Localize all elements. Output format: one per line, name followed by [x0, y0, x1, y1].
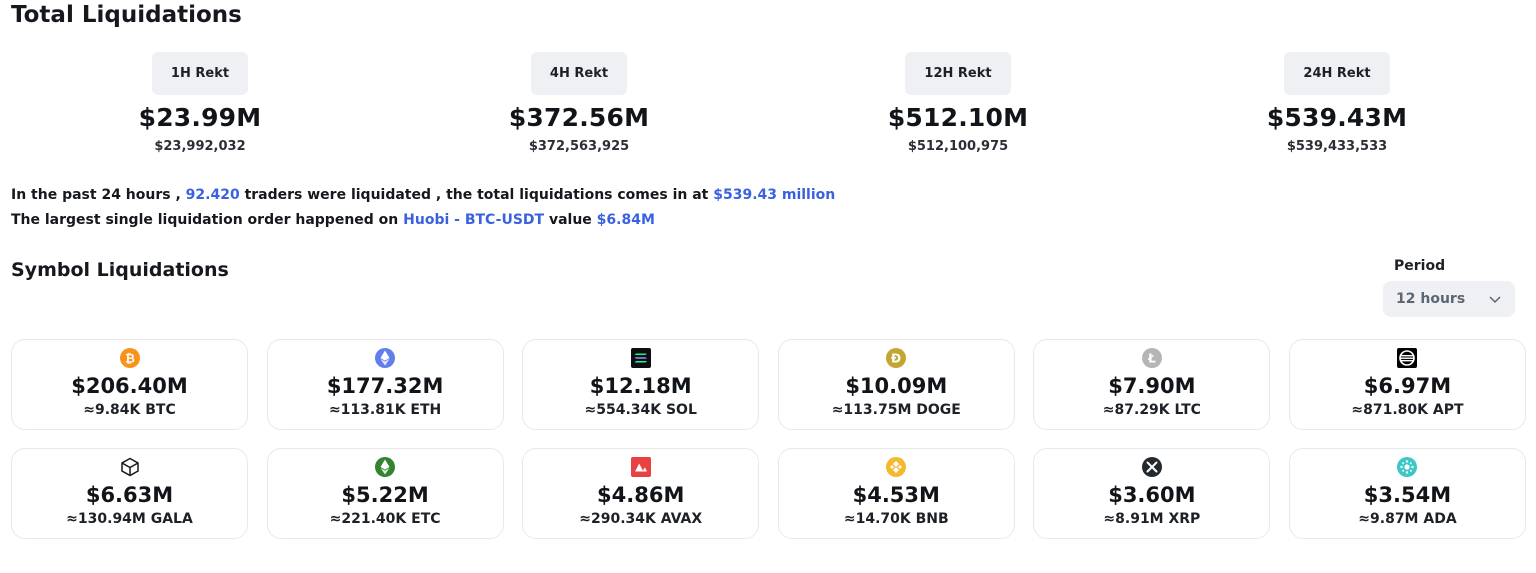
symbol-quantity: ≈290.34K AVAX	[579, 511, 703, 527]
litecoin-icon: Ł	[1141, 347, 1163, 369]
summary-text: The largest single liquidation order hap…	[11, 212, 404, 228]
symbol-amount: $7.90M	[1108, 374, 1196, 398]
rekt-exact-amount: $512,100,975	[907, 139, 1009, 154]
symbol-quantity: ≈14.70K BNB	[843, 511, 949, 527]
symbol-card-avax[interactable]: $4.86M ≈290.34K AVAX	[522, 448, 760, 539]
symbol-amount: $5.22M	[341, 483, 429, 507]
rekt-amount: $372.56M	[508, 103, 650, 132]
symbol-quantity: ≈9.87M ADA	[1358, 511, 1457, 527]
ethereum-classic-icon	[374, 456, 396, 478]
symbol-amount: $6.63M	[85, 483, 174, 507]
symbol-amount: $177.32M	[326, 374, 444, 398]
svg-text:Ł: Ł	[1147, 352, 1156, 366]
symbol-card-bnb[interactable]: $4.53M ≈14.70K BNB	[777, 448, 1015, 539]
rekt-exact-amount: $372,563,925	[528, 139, 630, 154]
symbol-quantity: ≈87.29K LTC	[1102, 402, 1201, 418]
rekt-exact-amount: $539,433,533	[1286, 139, 1388, 154]
symbol-amount: $206.40M	[71, 374, 188, 398]
period-select-value: 12 hours	[1396, 291, 1466, 307]
svg-text:Ð: Ð	[891, 352, 901, 366]
bnb-icon	[885, 456, 907, 478]
symbol-quantity: ≈113.81K ETH	[328, 402, 442, 418]
rekt-amount: $512.10M	[887, 103, 1029, 132]
bitcoin-icon: ₿	[119, 347, 141, 369]
total-liquidations-title: Total Liquidations	[11, 2, 242, 28]
ethereum-icon	[374, 347, 396, 369]
symbol-quantity: ≈871.80K APT	[1351, 402, 1464, 418]
rekt-period-tab[interactable]: 12H Rekt	[905, 52, 1011, 95]
symbol-cards-grid: ₿ $206.40M ≈9.84K BTC $177.32M ≈113.81K …	[11, 339, 1526, 539]
symbol-card-btc[interactable]: ₿ $206.40M ≈9.84K BTC	[11, 339, 248, 430]
symbol-quantity: ≈9.84K BTC	[83, 402, 176, 418]
gala-icon	[119, 456, 141, 478]
rekt-amount: $539.43M	[1266, 103, 1408, 132]
summary-line-traders: In the past 24 hours , 92.420 traders we…	[11, 187, 835, 203]
rekt-1h: 1H Rekt $23.99M $23,992,032	[90, 52, 310, 154]
symbol-card-doge[interactable]: Ð $10.09M ≈113.75M DOGE	[777, 339, 1015, 430]
svg-text:₿: ₿	[125, 352, 135, 366]
traders-count: 92.420	[185, 187, 240, 203]
symbol-amount: $12.18M	[589, 374, 692, 398]
rekt-12h: 12H Rekt $512.10M $512,100,975	[848, 52, 1068, 154]
rekt-amount: $23.99M	[138, 103, 262, 132]
symbol-card-xrp[interactable]: $3.60M ≈8.91M XRP	[1033, 448, 1271, 539]
symbol-card-gala[interactable]: $6.63M ≈130.94M GALA	[11, 448, 248, 539]
period-select[interactable]: 12 hours	[1383, 281, 1515, 317]
aptos-icon	[1396, 347, 1418, 369]
symbol-amount: $3.54M	[1363, 483, 1452, 507]
summary-text: In the past 24 hours ,	[11, 187, 186, 203]
symbol-card-eth[interactable]: $177.32M ≈113.81K ETH	[266, 339, 504, 430]
symbol-quantity: ≈8.91M XRP	[1103, 511, 1201, 527]
rekt-exact-amount: $23,992,032	[154, 139, 246, 154]
summary-line-largest: The largest single liquidation order hap…	[11, 212, 655, 228]
symbol-card-ada[interactable]: $3.54M ≈9.87M ADA	[1288, 448, 1526, 539]
period-label: Period	[1394, 258, 1446, 274]
total-liquidation-value: $539.43 million	[713, 187, 836, 203]
symbol-amount: $4.86M	[597, 483, 685, 507]
cardano-icon	[1396, 456, 1418, 478]
symbol-amount: $6.97M	[1363, 374, 1452, 398]
symbol-amount: $4.53M	[852, 483, 940, 507]
symbol-card-apt[interactable]: $6.97M ≈871.80K APT	[1288, 339, 1526, 430]
rekt-period-tab[interactable]: 1H Rekt	[151, 52, 249, 95]
symbol-quantity: ≈554.34K SOL	[584, 402, 697, 418]
solana-icon	[630, 347, 652, 369]
symbol-amount: $3.60M	[1108, 483, 1196, 507]
summary-text: traders were liquidated , the total liqu…	[239, 187, 714, 203]
largest-order-value: $6.84M	[596, 212, 655, 228]
chevron-down-icon	[1489, 296, 1501, 304]
symbol-quantity: ≈221.40K ETC	[329, 511, 441, 527]
avalanche-icon	[630, 456, 652, 478]
xrp-icon	[1141, 456, 1163, 478]
symbol-card-etc[interactable]: $5.22M ≈221.40K ETC	[266, 448, 504, 539]
rekt-24h: 24H Rekt $539.43M $539,433,533	[1227, 52, 1447, 154]
symbol-card-sol[interactable]: $12.18M ≈554.34K SOL	[522, 339, 760, 430]
rekt-period-tab[interactable]: 4H Rekt	[530, 52, 628, 95]
symbol-quantity: ≈130.94M GALA	[66, 511, 193, 527]
rekt-4h: 4H Rekt $372.56M $372,563,925	[469, 52, 689, 154]
summary-text: value	[544, 212, 597, 228]
symbol-card-ltc[interactable]: Ł $7.90M ≈87.29K LTC	[1033, 339, 1271, 430]
largest-order-exchange-link[interactable]: Huobi - BTC-USDT	[403, 212, 545, 228]
symbol-liquidations-title: Symbol Liquidations	[11, 259, 229, 281]
symbol-quantity: ≈113.75M DOGE	[831, 402, 961, 418]
symbol-amount: $10.09M	[845, 374, 948, 398]
rekt-period-tab[interactable]: 24H Rekt	[1284, 52, 1390, 95]
dogecoin-icon: Ð	[885, 347, 907, 369]
